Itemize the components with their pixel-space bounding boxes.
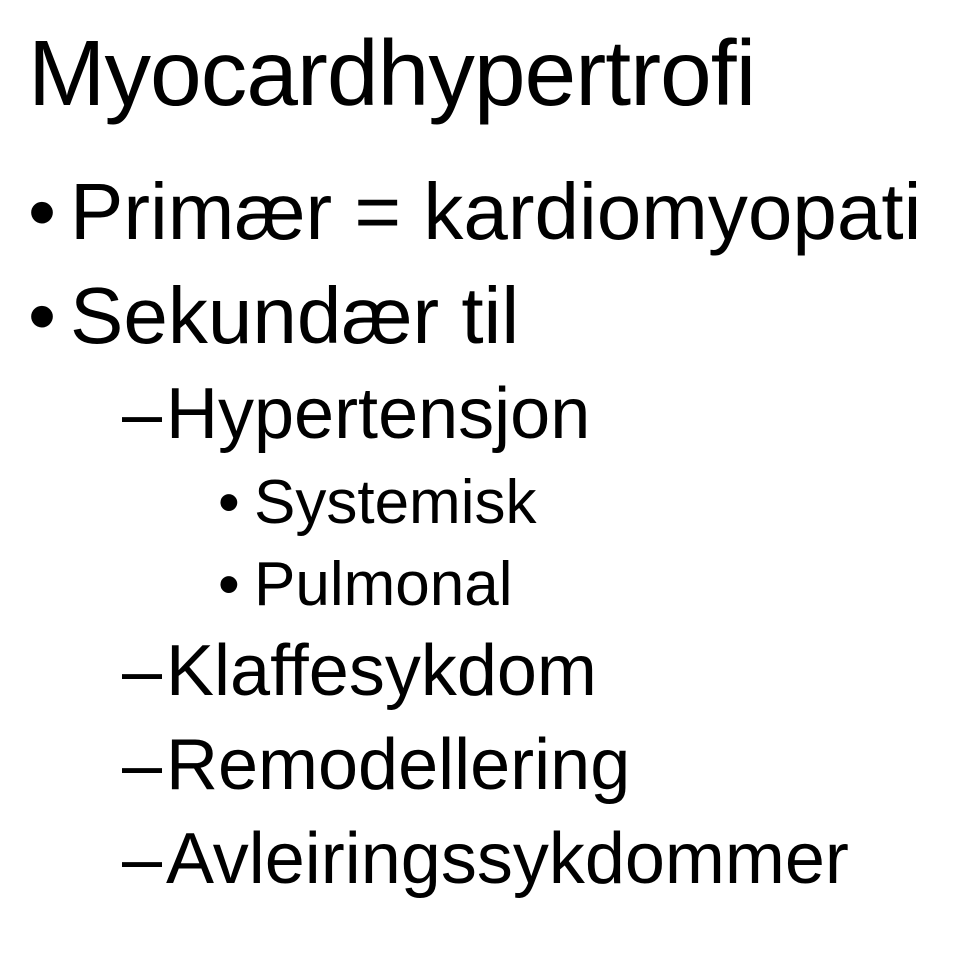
bullet-hypertension: Hypertensjon Systemisk Pulmonal xyxy=(122,368,960,625)
bullet-systemic-text: Systemisk xyxy=(254,468,536,537)
slide: Myocardhypertrofi Primær = kardiomyopati… xyxy=(0,0,960,974)
bullet-deposition-diseases: Avleiringssykdommer xyxy=(122,813,960,907)
bullet-list-level1: Primær = kardiomyopati Sekundær til Hype… xyxy=(28,163,960,906)
bullet-pulmonal: Pulmonal xyxy=(218,544,960,626)
bullet-pulmonal-text: Pulmonal xyxy=(254,550,512,619)
bullet-primary: Primær = kardiomyopati xyxy=(28,163,960,261)
bullet-secondary: Sekundær til Hypertensjon Systemisk Pulm… xyxy=(28,267,960,907)
slide-title: Myocardhypertrofi xyxy=(28,20,960,127)
bullet-valve-disease-text: Klaffesykdom xyxy=(166,631,597,711)
bullet-remodelling: Remodellering xyxy=(122,719,960,813)
bullet-remodelling-text: Remodellering xyxy=(166,725,630,805)
bullet-deposition-diseases-text: Avleiringssykdommer xyxy=(166,819,849,899)
bullet-systemic: Systemisk xyxy=(218,462,960,544)
bullet-list-level2: Hypertensjon Systemisk Pulmonal Klaffesy… xyxy=(70,368,960,906)
bullet-valve-disease: Klaffesykdom xyxy=(122,625,960,719)
bullet-list-level3: Systemisk Pulmonal xyxy=(166,462,960,626)
bullet-hypertension-text: Hypertensjon xyxy=(166,374,590,454)
bullet-secondary-text: Sekundær til xyxy=(70,271,519,360)
bullet-primary-text: Primær = kardiomyopati xyxy=(70,167,921,256)
